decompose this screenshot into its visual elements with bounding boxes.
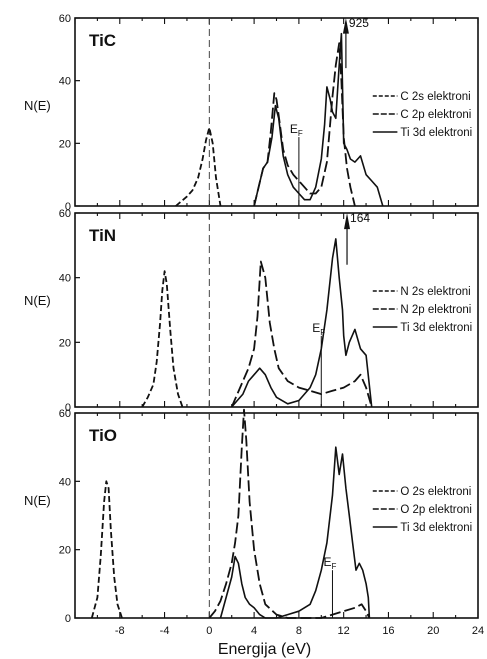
peak-label: 925 [349,16,369,30]
series-line-solid [231,238,373,408]
panel-title-tio: TiO [89,426,117,445]
y-tick-label: 0 [65,613,71,625]
fermi-label: EF [290,122,303,138]
y-tick-label: 20 [59,337,71,349]
peak-arrow-head [344,213,351,230]
x-tick-label: 4 [251,625,257,637]
y-tick-label: 0 [65,402,71,414]
legend-label: N 2p elektroni [400,304,471,316]
y-tick-label: 60 [59,408,71,420]
legend-label: N 2s elektroni [400,286,470,298]
legend-label: O 2p elektroni [400,504,472,516]
series-line-longdash [253,42,356,207]
panel-title-tin: TiN [89,226,116,245]
y-axis-label: N(E) [24,493,51,508]
y-tick-label: 20 [59,545,71,557]
series-line-longdash [230,260,373,408]
series-line-solid [219,446,371,619]
fermi-subscript: F [320,328,325,337]
legend-label: Ti 3d elektroni [400,127,472,139]
legend-label: C 2p elektroni [400,109,471,121]
x-tick-label: -8 [115,625,125,637]
y-tick-label: 0 [65,201,71,213]
peak-arrow-head [342,18,349,34]
legend-label: C 2s elektroni [400,91,470,103]
x-tick-label: 24 [472,625,484,637]
x-tick-label: -4 [160,625,170,637]
series-line-solid [253,32,384,207]
legend-label: Ti 3d elektroni [400,322,472,334]
panel-title-tic: TiC [89,31,116,50]
series-line-longdash [208,408,371,619]
series-line-dashed [90,480,123,619]
panel-tio: 0 20 40 60 TiO N(E) EF O 2s elektroni O 2p elekt… [24,408,479,625]
fermi-subscript: F [298,129,303,138]
fermi-subscript: F [331,562,336,571]
y-axis-label: N(E) [24,98,51,113]
energy-axis: -8 -4 0 4 8 12 16 20 24 Energija (eV) [115,625,484,658]
x-axis-title: Energija (eV) [218,641,311,658]
x-tick-label: 12 [338,625,350,637]
panel-tin: 0 20 40 60 TiN N(E) EF 164 N 2s elektroni N 2p el… [24,208,479,414]
x-tick-label: 0 [206,625,212,637]
legend-label: Ti 3d elektroni [400,522,472,534]
fermi-label: EF [312,321,325,337]
y-tick-label: 60 [59,13,71,25]
legend-label: O 2s elektroni [400,486,471,498]
y-tick-label: 40 [59,273,71,285]
series-line-dashed [175,126,222,207]
y-tick-label: 40 [59,76,71,88]
x-tick-label: 16 [382,625,394,637]
y-tick-label: 60 [59,208,71,220]
y-tick-label: 20 [59,138,71,150]
y-axis-label: N(E) [24,293,51,308]
peak-label: 164 [350,211,370,225]
fermi-label: EF [323,555,336,571]
x-tick-label: 20 [427,625,439,637]
y-tick-label: 40 [59,476,71,488]
panel-tic: 0 20 40 60 TiC N(E) EF 925 C 2s elektroni C 2p el… [24,13,479,213]
series-line-dashed [141,270,184,408]
x-tick-label: 8 [296,625,302,637]
